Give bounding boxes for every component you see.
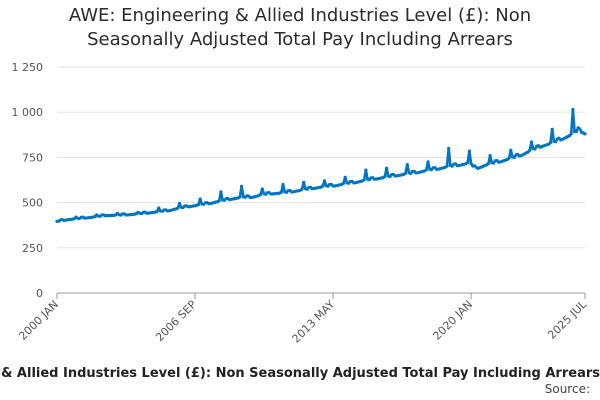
data-point (578, 127, 582, 131)
data-point (571, 107, 575, 112)
data-point (362, 178, 366, 182)
data-point (548, 141, 553, 145)
y-tick-label: 750 (22, 151, 43, 164)
data-point (322, 179, 327, 183)
data-point (259, 192, 263, 196)
data-point (469, 162, 473, 166)
data-point (177, 201, 182, 206)
data-point (238, 195, 242, 199)
data-point (281, 182, 285, 187)
data-point (240, 184, 244, 188)
data-point (405, 163, 409, 167)
data-point (424, 168, 428, 172)
data-point (466, 160, 470, 165)
data-point (196, 202, 201, 207)
data-point (512, 155, 516, 159)
data-point (403, 171, 408, 175)
x-tick-label: 2000 JAN (16, 298, 61, 343)
data-point (343, 175, 347, 179)
data-point (302, 180, 306, 184)
data-point (445, 164, 449, 168)
data-point (486, 162, 490, 166)
data-point (219, 190, 223, 194)
y-tick-label: 1 000 (12, 106, 44, 119)
data-point (533, 147, 537, 151)
data-point (447, 146, 451, 150)
data-point (583, 132, 587, 136)
source-label: Source: (544, 382, 590, 396)
grid-layer (57, 66, 585, 294)
chart-title: AWE: Engineering & Allied Industries Lev… (0, 4, 600, 52)
data-point (279, 190, 283, 194)
x-tick-label: 2025 JUL (545, 297, 589, 341)
data-point (426, 160, 430, 164)
data-point (574, 129, 579, 134)
x-tick-label: 2006 SEP (153, 298, 199, 344)
data-point (321, 184, 325, 188)
data-point (569, 132, 573, 136)
axis-layer: 0 250 500 750 1 000 1 250 2000 JAN 2006 SEP 2013… (12, 61, 590, 346)
data-point (260, 187, 264, 191)
data-point (467, 149, 471, 153)
data-point (509, 148, 513, 152)
series-layer (55, 107, 587, 223)
data-point (155, 209, 159, 213)
data-point (528, 148, 532, 152)
y-tick-label: 0 (36, 287, 43, 300)
data-point (554, 140, 558, 144)
data-point (300, 187, 304, 191)
data-point (529, 140, 534, 144)
chart-title-line-2: Seasonally Adjusted Total Pay Including … (87, 29, 513, 50)
y-tick-label: 500 (22, 197, 43, 210)
x-tick-label: 2013 MAY (290, 298, 338, 346)
data-point (198, 197, 202, 201)
data-point (341, 181, 345, 185)
y-tick-label: 1 250 (12, 61, 44, 74)
x-tick-label: 2020 JAN (430, 298, 475, 343)
data-point (383, 175, 387, 179)
data-point (507, 156, 511, 160)
data-point (491, 161, 496, 165)
data-point (550, 127, 554, 131)
chart-title-line-1: AWE: Engineering & Allied Industries Lev… (68, 5, 532, 26)
series-line (55, 108, 587, 223)
data-point (217, 199, 221, 203)
data-point (488, 154, 492, 158)
data-point (364, 168, 368, 172)
legend-series-label: Engineering & Allied Industries Level (£… (0, 366, 600, 381)
data-point (176, 206, 180, 210)
y-tick-label: 250 (22, 242, 43, 255)
data-point (157, 206, 161, 210)
data-point (385, 166, 389, 170)
